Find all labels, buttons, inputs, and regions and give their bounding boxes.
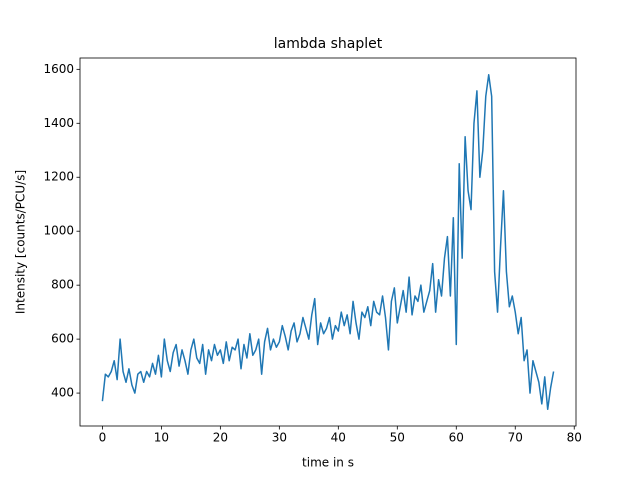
x-tick-label: 0: [99, 431, 107, 445]
y-tick-label: 800: [51, 278, 74, 292]
y-tick-label: 600: [51, 332, 74, 346]
y-tick-label: 1000: [43, 224, 74, 238]
y-tick-label: 1400: [43, 116, 74, 130]
axes-frame: [79, 57, 577, 427]
x-tick-label: 40: [331, 431, 346, 445]
x-axis-label: time in s: [302, 456, 354, 470]
plot-area: [101, 73, 555, 411]
y-axis-label: Intensity [counts/PCU/s]: [14, 170, 28, 314]
x-tick-label: 30: [272, 431, 287, 445]
x-tick-label: 60: [449, 431, 464, 445]
y-tick-label: 400: [51, 386, 74, 400]
data-line: [101, 73, 555, 411]
y-tick-label: 1200: [43, 170, 74, 184]
x-tick-label: 80: [567, 431, 582, 445]
x-tick-label: 10: [154, 431, 169, 445]
y-tick-label: 1600: [43, 62, 74, 76]
x-tick-label: 70: [508, 431, 523, 445]
x-tick-label: 50: [390, 431, 405, 445]
x-tick-label: 20: [213, 431, 228, 445]
chart-title: lambda shaplet: [274, 36, 383, 52]
